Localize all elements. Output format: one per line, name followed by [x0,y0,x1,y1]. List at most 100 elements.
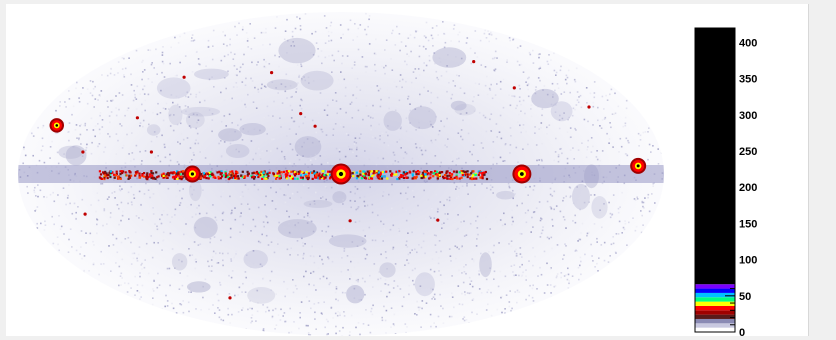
noise-pixel [359,89,362,91]
noise-pixel [220,59,223,62]
noise-pixel [147,272,150,275]
noise-pixel [89,232,92,235]
plane-pixel [355,177,359,180]
plane-pixel [260,174,263,177]
noise-pixel [228,274,230,277]
plane-pixel [436,177,439,180]
noise-pixel [249,307,251,309]
noise-pixel [543,85,546,87]
noise-pixel [174,214,176,216]
noise-pixel [189,161,191,164]
plane-pixel [450,174,453,177]
noise-pixel [396,25,398,28]
noise-pixel [234,148,236,150]
noise-pixel [372,286,374,288]
noise-pixel [90,204,92,206]
noise-pixel [153,131,156,133]
noise-pixel [569,127,572,129]
plane-pixel [291,177,294,180]
noise-pixel [576,250,578,252]
noise-pixel [349,273,352,275]
noise-pixel [197,244,200,246]
noise-pixel [405,130,408,133]
noise-pixel [115,153,118,155]
plane-pixel [209,171,212,174]
plane-pixel [201,175,204,178]
noise-pixel [404,151,407,154]
noise-pixel [565,74,568,77]
noise-pixel [88,270,90,272]
noise-pixel [251,320,253,323]
noise-pixel [430,217,432,219]
plane-pixel [320,175,323,179]
noise-pixel [592,145,594,148]
noise-pixel [487,303,489,306]
noise-pixel [337,50,340,53]
noise-pixel [644,197,646,199]
noise-pixel [392,29,394,32]
noise-pixel [211,76,213,78]
noise-pixel [273,251,276,254]
noise-pixel [327,225,330,228]
diffuse-blob [379,262,396,278]
noise-pixel [436,76,438,79]
plane-pixel [483,171,486,174]
noise-pixel [321,131,324,133]
plane-pixel [110,172,113,175]
noise-pixel [190,291,192,293]
plane-pixel [483,173,486,176]
colorbar-tick-label: 350 [739,74,757,86]
plane-pixel [381,175,384,178]
plane-pixel [98,170,101,173]
noise-pixel [196,113,198,116]
noise-pixel [303,76,305,78]
noise-pixel [611,214,613,216]
plane-pixel [216,171,219,174]
noise-pixel [58,249,60,252]
noise-pixel [265,216,268,218]
noise-pixel [78,138,80,141]
noise-pixel [182,300,184,302]
noise-pixel [289,162,291,164]
noise-pixel [315,191,317,194]
plane-pixel [429,173,432,176]
noise-pixel [86,88,89,90]
diffuse-blob [432,47,467,68]
colorbar-segment [695,301,735,306]
noise-pixel [556,83,559,85]
plane-pixel [293,172,296,176]
noise-pixel [220,318,222,321]
colorbar-segment [695,310,735,315]
noise-pixel [212,29,215,32]
plane-pixel [135,172,138,175]
noise-pixel [195,258,197,261]
noise-pixel [457,195,460,198]
noise-pixel [294,224,296,226]
noise-pixel [563,91,566,93]
noise-pixel [135,215,138,217]
noise-pixel [80,143,82,145]
plane-pixel [401,174,404,177]
noise-pixel [578,238,581,241]
noise-pixel [80,93,82,95]
noise-pixel [415,146,418,149]
noise-pixel [178,97,180,99]
noise-pixel [240,118,242,121]
noise-pixel [261,107,263,110]
noise-pixel [279,319,282,321]
noise-pixel [593,194,596,196]
noise-pixel [134,96,136,99]
noise-pixel [263,58,265,61]
noise-pixel [300,98,302,101]
plane-pixel [175,172,178,175]
noise-pixel [538,201,541,203]
noise-pixel [489,188,492,191]
plane-pixel [134,174,137,177]
noise-pixel [255,107,258,109]
noise-pixel [354,192,356,195]
noise-pixel [289,307,291,310]
plane-pixel [141,174,144,177]
noise-pixel [489,228,491,230]
noise-pixel [194,142,197,145]
noise-pixel [569,149,572,151]
